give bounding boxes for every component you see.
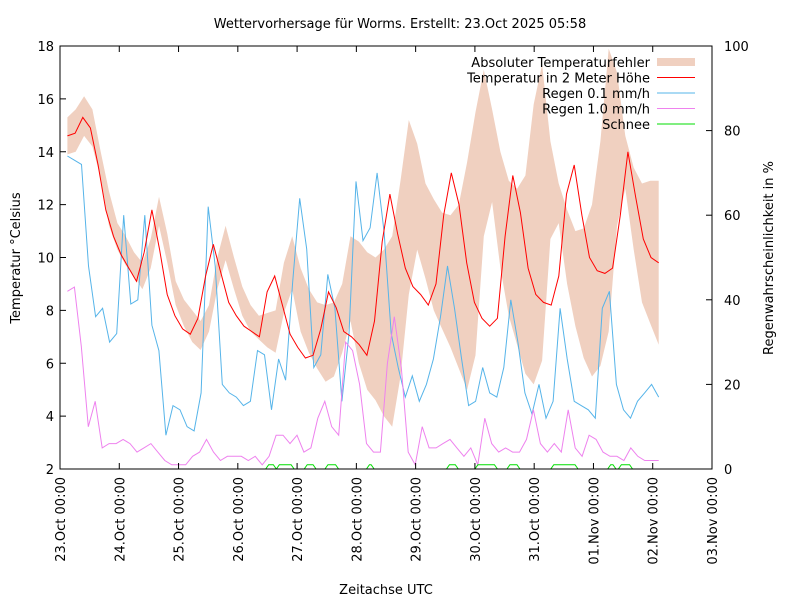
x-tick-label: 26.Oct 00:00 — [232, 477, 247, 562]
snow-segment — [506, 464, 521, 470]
left-y-tick-label: 6 — [46, 357, 54, 372]
right-y-tick-label: 20 — [724, 378, 741, 393]
snow-segment — [265, 464, 277, 470]
x-tick-label: 29.Oct 00:00 — [410, 477, 425, 562]
left-y-axis: 2 4 6 8 10 12 14 16 18 — [37, 40, 66, 478]
legend-label: Absoluter Temperaturfehler — [471, 56, 650, 71]
y2-axis-title: Regenwahrscheinlichkeit in % — [762, 161, 777, 355]
left-y-tick-label: 12 — [37, 199, 54, 214]
y-axis-title: Temperatur °Celsius — [9, 192, 24, 325]
x-tick-label: 02.Nov 00:00 — [647, 477, 662, 565]
right-y-tick-label: 40 — [724, 294, 741, 309]
snow-segment — [474, 464, 498, 470]
x-tick-label: 23.Oct 00:00 — [54, 477, 69, 562]
snow-segment — [324, 464, 339, 470]
right-y-axis: 0 20 40 60 80 100 — [706, 40, 749, 478]
snow-segment — [446, 464, 459, 470]
right-y-tick-label: 60 — [724, 209, 741, 224]
temperature-error-band-layer — [67, 48, 659, 427]
x-tick-label: 28.Oct 00:00 — [350, 477, 365, 562]
x-tick-label: 30.Oct 00:00 — [469, 477, 484, 562]
snow-segment — [303, 464, 317, 470]
left-y-tick-label: 18 — [37, 40, 54, 55]
right-y-tick-label: 0 — [724, 463, 732, 478]
snow-segment — [617, 464, 633, 470]
snow-segment — [275, 464, 295, 470]
right-y-tick-label: 100 — [724, 40, 749, 55]
left-y-tick-label: 10 — [37, 252, 54, 267]
left-y-tick-label: 14 — [37, 146, 54, 161]
chart-title: Wettervorhersage für Worms. Erstellt: 23… — [214, 17, 586, 32]
series-lines-layer — [67, 116, 660, 470]
left-y-tick-label: 4 — [46, 410, 54, 425]
left-y-tick-label: 8 — [46, 304, 54, 319]
left-y-tick-label: 16 — [37, 93, 54, 108]
legend-swatch-band — [657, 58, 695, 66]
x-tick-label: 01.Nov 00:00 — [587, 477, 602, 565]
snow-segment — [366, 464, 375, 470]
snow-segment — [607, 464, 617, 470]
legend-label: Regen 1.0 mm/h — [542, 103, 650, 118]
legend-label: Temperatur in 2 Meter Höhe — [466, 72, 650, 87]
left-y-tick-label: 2 — [46, 463, 54, 478]
x-tick-label: 31.Oct 00:00 — [528, 477, 543, 562]
snow-segment — [550, 464, 579, 470]
x-tick-label: 27.Oct 00:00 — [291, 477, 306, 562]
rain-0-1-line — [67, 155, 660, 436]
x-axis: 23.Oct 00:00 24.Oct 00:00 25.Oct 00:00 26.O… — [54, 46, 721, 565]
right-y-tick-label: 80 — [724, 125, 741, 140]
temperature-line — [67, 116, 659, 359]
x-tick-label: 25.Oct 00:00 — [173, 477, 188, 562]
legend-label: Schnee — [602, 118, 650, 133]
temperature-error-band — [67, 48, 659, 427]
x-tick-label: 24.Oct 00:00 — [113, 477, 128, 562]
x-tick-label: 03.Nov 00:00 — [706, 477, 721, 565]
rain-1-0-line — [67, 286, 659, 467]
legend-label: Regen 0.1 mm/h — [542, 87, 650, 102]
x-axis-title: Zeitachse UTC — [339, 583, 433, 598]
